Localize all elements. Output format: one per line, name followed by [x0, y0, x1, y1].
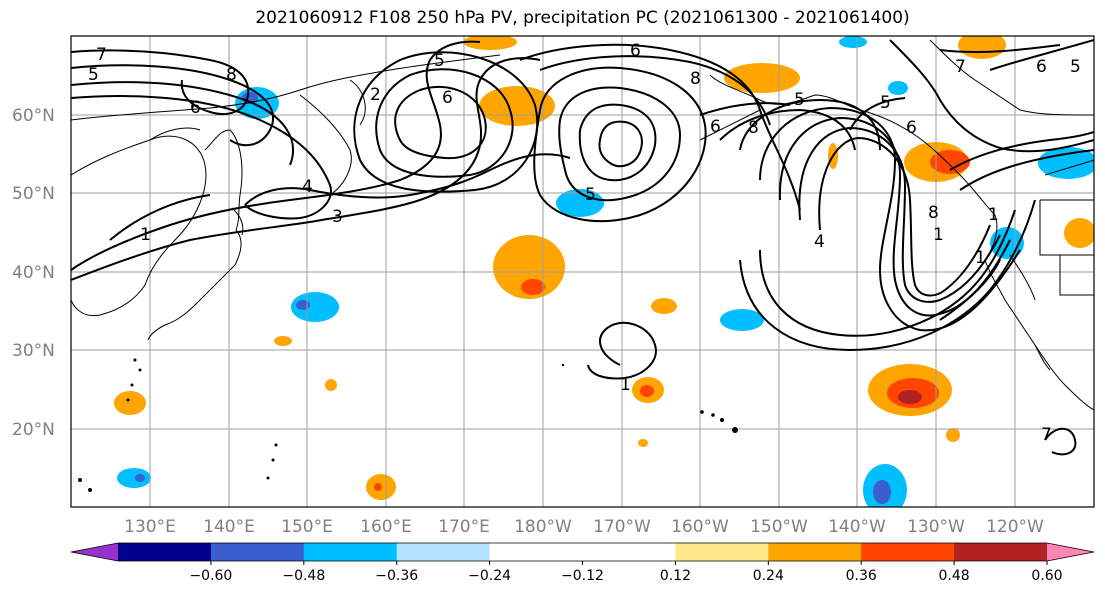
contour-label: 4	[814, 232, 825, 252]
colorbar-extend-min	[71, 543, 118, 561]
colorbar-outline	[70, 542, 1095, 562]
lat-label-40n: 40°N	[12, 263, 55, 283]
colorbar-tick-label: −0.12	[561, 568, 604, 584]
lon-label: 160°E	[360, 517, 412, 537]
contour-label: 6	[630, 41, 641, 61]
contour-label: 1	[620, 375, 631, 395]
contour-label: 1	[140, 225, 151, 245]
lon-label: 130°W	[907, 517, 965, 537]
precipitation-patches	[114, 36, 1094, 507]
lon-label: 120°W	[986, 517, 1044, 537]
contour-label: 6	[190, 98, 201, 118]
colorbar-tick-label: 0.24	[753, 568, 784, 584]
precip-extreme-positive-patch	[898, 390, 922, 404]
colorbar-tick-label: 0.36	[846, 568, 877, 584]
contour-label: 5	[880, 93, 891, 113]
colorbar-segment	[861, 543, 955, 561]
lon-label: 170°E	[438, 517, 490, 537]
lon-label: 150°E	[281, 517, 333, 537]
lon-label: 160°W	[671, 517, 729, 537]
colorbar-extend-max	[1047, 543, 1094, 561]
contour-label: 5	[794, 90, 805, 110]
contour-label: 7	[1041, 425, 1052, 445]
colorbar-segment	[768, 543, 862, 561]
contour-labels: 7 5 6 8 2 4 3 1 5 6 8 6 5 6 8 5 5 6 7 5 …	[88, 41, 1081, 445]
contour-label: 5	[88, 65, 99, 85]
lon-label: 140°E	[203, 517, 255, 537]
colorbar-segment	[118, 543, 212, 561]
lat-label-20n: 20°N	[12, 420, 55, 440]
contour-label: 6	[710, 117, 721, 137]
contour-label: 8	[748, 118, 759, 138]
contour-label: 8	[226, 65, 237, 85]
contour-label: 3	[332, 207, 343, 227]
colorbar-segment	[210, 543, 305, 561]
lat-label-50n: 50°N	[12, 184, 55, 204]
colorbar-tick-label: −0.48	[282, 568, 325, 584]
contour-label: 8	[928, 203, 939, 223]
contour-label: 8	[690, 69, 701, 89]
contour-label: 7	[955, 57, 966, 77]
map-title: 2021060912 F108 250 hPa PV, precipitatio…	[255, 8, 910, 28]
colorbar-segment	[954, 543, 1048, 561]
lon-label: 170°W	[593, 517, 651, 537]
colorbar-tick-label: −0.60	[189, 568, 232, 584]
lon-label: 180°W	[514, 517, 572, 537]
colorbar-tick-label: 0.12	[660, 568, 691, 584]
map-frame	[70, 35, 1095, 508]
colorbar	[70, 542, 1095, 562]
contour-label: 1	[988, 205, 999, 225]
contour-label: 1	[933, 225, 944, 245]
contour-label: 6	[442, 88, 453, 108]
contour-label: 6	[1036, 57, 1047, 77]
contour-label: 5	[1070, 57, 1081, 77]
lon-label: 130°E	[124, 517, 176, 537]
colorbar-tick-label: −0.24	[468, 568, 511, 584]
colorbar-segment	[396, 543, 491, 561]
colorbar-tick-label: −0.36	[375, 568, 418, 584]
pv-contours	[71, 39, 1094, 456]
lon-label: 140°W	[828, 517, 886, 537]
lon-label: 150°W	[750, 517, 808, 537]
longitude-labels: 130°E 140°E 150°E 160°E 170°E 180°W 170°…	[124, 517, 1044, 537]
islands	[78, 358, 738, 492]
contour-label: 6	[906, 118, 917, 138]
colorbar-segment	[489, 543, 583, 561]
contour-label: 5	[434, 51, 445, 71]
contour-label: 7	[96, 45, 107, 65]
contour-label: 1	[975, 248, 986, 268]
contour-label: 4	[302, 177, 313, 197]
colorbar-segment	[582, 543, 676, 561]
colorbar-tick-label: 0.48	[939, 568, 970, 584]
lat-label-30n: 30°N	[12, 341, 55, 361]
contour-label: 5	[585, 185, 596, 205]
lat-label-60n: 60°N	[12, 106, 55, 126]
contour-label: 2	[370, 85, 381, 105]
colorbar-ticks: −0.60 −0.48 −0.36 −0.24 −0.12 0.12 0.24 0.36 0.4…	[189, 561, 1063, 584]
latitude-labels: 60°N 50°N 40°N 30°N 20°N	[12, 106, 55, 440]
colorbar-segment	[303, 543, 398, 561]
colorbar-segment	[675, 543, 769, 561]
colorbar-tick-label: 0.60	[1031, 568, 1062, 584]
